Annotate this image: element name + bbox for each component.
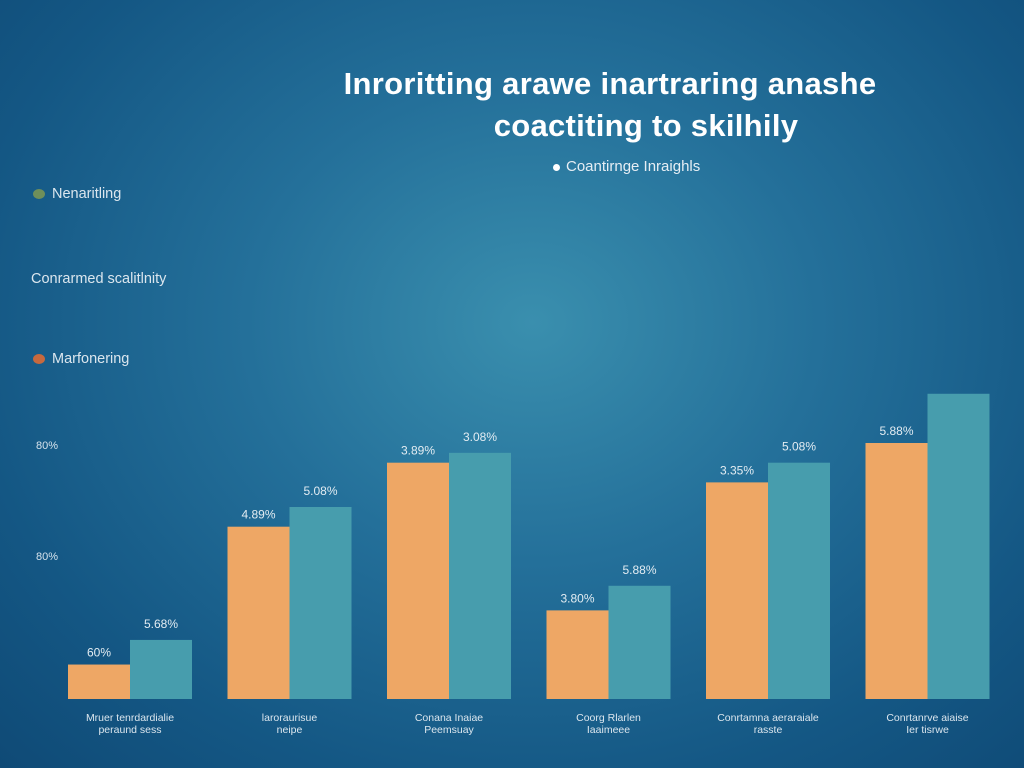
side-label-2-text: Conrarmed scalitlnity [31, 271, 167, 287]
category-label: rasste [754, 724, 783, 736]
legend-label: Coantirnge Inraighls [566, 158, 701, 175]
seed-icon [33, 354, 45, 365]
bar-value-label: 5.88% [879, 424, 913, 438]
category-label: Conana Inaiae [415, 712, 483, 724]
bar-value-label: 3.35% [720, 463, 754, 477]
bar-value-label: 5.08% [782, 440, 816, 454]
category-label: Conrtamna aeraraiale [717, 712, 819, 724]
category-label: Coorg Rlarlen [576, 712, 641, 724]
bar-value-label: 5.68% [144, 617, 178, 631]
category-label: Conrtanrve aiaise [886, 712, 968, 724]
bar-value-label: 4.89% [241, 508, 275, 522]
bar-value-label: 3.89% [401, 444, 435, 458]
bar-series-1-cat-1 [68, 664, 130, 699]
bar-series-2-cat-4 [608, 585, 671, 699]
y-tick-label: 80% [36, 551, 59, 563]
side-label-3: Marfonering [33, 351, 129, 367]
category-label: Ier tisrwe [906, 724, 949, 736]
bar-value-label: 5.08% [303, 484, 337, 498]
bar-series-2-cat-1 [130, 639, 192, 699]
category-label: peraund sess [98, 724, 161, 736]
category-label: Mruer tenrdardialie [86, 712, 174, 724]
chart-title-line-1: Inroritting arawe inartraring anashe [343, 66, 877, 101]
bar-series-1-cat-3 [387, 462, 449, 699]
side-label-2: Conrarmed scalitlnity [31, 271, 166, 287]
bar-value-label: 5.88% [622, 563, 656, 577]
legend-dot-icon [553, 163, 560, 171]
side-label-3-text: Marfonering [52, 351, 130, 367]
side-label-1-text: Nenaritling [52, 186, 122, 202]
bar-value-label: 3.08% [463, 430, 497, 444]
bar-series-2-cat-3 [449, 452, 511, 699]
bar-series-1-cat-5 [706, 482, 768, 699]
category-label: neipe [277, 724, 303, 736]
chart-title-line-2: coactiting to skilhily [493, 108, 799, 143]
bar-series-2-cat-6 [927, 393, 990, 699]
bar-value-label: 60% [87, 646, 111, 660]
category-label: Iaaimeee [587, 724, 630, 736]
bar-series-2-cat-5 [768, 462, 830, 699]
bar-series-1-cat-4 [546, 610, 609, 699]
bar-value-label: 3.80% [560, 591, 594, 605]
bar-series-1-cat-6 [865, 443, 928, 699]
side-label-1: Nenaritling [33, 186, 121, 202]
bar-series-2-cat-2 [289, 507, 352, 699]
y-tick-label: 80% [36, 440, 59, 452]
category-label: laroraurisue [262, 712, 318, 724]
leaf-icon [33, 189, 45, 200]
category-label: Peemsuay [424, 724, 474, 736]
bar-series-1-cat-2 [227, 526, 290, 699]
legend: Coantirnge Inraighls [553, 158, 700, 175]
